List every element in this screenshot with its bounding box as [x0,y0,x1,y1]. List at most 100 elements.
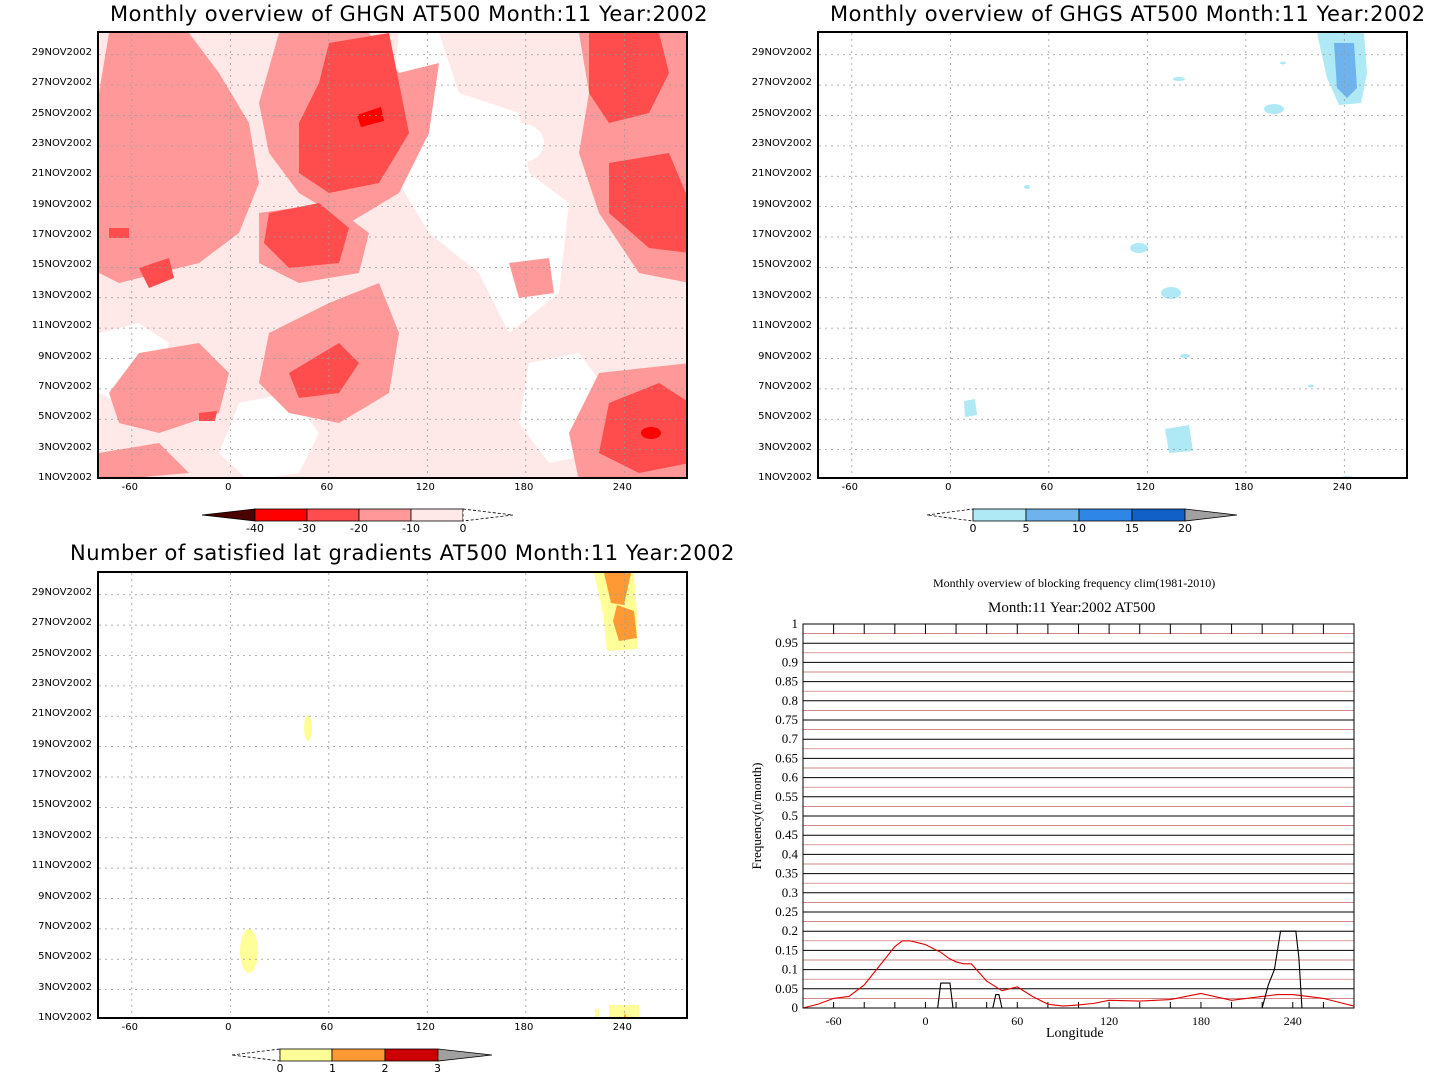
lat-colorbar-label: 1 [329,1062,336,1075]
ghgn-xtick-label: 180 [514,482,534,493]
freq-xlabel: Longitude [1046,1026,1104,1041]
freq-ytick-label: 0.5 [782,808,798,823]
lat-ytick-label: 7NOV2002 [38,920,92,932]
ghgs-title: Monthly overview of GHGS AT500 Month:11 … [830,2,1426,26]
freq-ytick-label: 0.1 [782,962,798,977]
ghgs-colorbar-label: 5 [1022,522,1030,535]
ghgs-colorbar-label: 20 [1178,522,1192,535]
lat-xtick-label: -60 [121,1022,138,1033]
lat-ytick-label: 1NOV2002 [38,1012,92,1023]
ghgn-colorbar-label: -10 [402,522,420,535]
freq-ytick-label: 0.9 [782,654,798,669]
ghgn-colorbar-label: -30 [298,522,316,535]
ghgs-xtick-label: -60 [841,482,858,493]
freq-ylabel: Frequency(n/month) [749,762,764,870]
ghgn-colorbar-label: 0 [459,522,467,535]
lat-ytick-label: 21NOV2002 [31,708,92,720]
ghgs-ytick-label: 3NOV2002 [758,441,812,453]
freq-title: Monthly overview of blocking frequency c… [933,576,1216,590]
lat-xtick-label: 60 [320,1022,334,1033]
freq-ytick-label: 0.35 [775,866,798,881]
ghgn-colorbar [201,508,514,522]
ghgs-plot-area [817,31,1408,479]
ghgn-xtick-label: 60 [320,482,334,493]
ghgn-ytick-label: 21NOV2002 [31,168,92,180]
lat-ytick-label: 11NOV2002 [31,860,92,872]
ghgs-ytick-label: 15NOV2002 [751,259,812,271]
lat-ytick-label: 25NOV2002 [31,647,92,659]
ghgn-xtick-label: 0 [225,482,232,493]
ghgn-ytick-label: 7NOV2002 [38,380,92,392]
ghgn-plot-area [97,31,688,479]
ghgn-ytick-label: 11NOV2002 [31,320,92,332]
lat-ytick-label: 3NOV2002 [38,981,92,993]
ghgs-ytick-label: 11NOV2002 [751,320,812,332]
lat-gridlines [99,573,686,1017]
ghgs-ytick-label: 17NOV2002 [751,229,812,241]
freq-ytick-label: 0.6 [782,770,799,785]
ghgn-ytick-label: 15NOV2002 [31,259,92,271]
lat-ytick-label: 5NOV2002 [38,951,92,963]
ghgn-ytick-label: 23NOV2002 [31,137,92,149]
freq-ytick-label: 0 [792,1000,799,1015]
freq-chart: 0 0.05 0.1 0.15 0.2 0.25 0.3 0.35 0.4 0.45 0.5 0.55… [775,616,1355,1028]
lat-xtick-label: 180 [514,1022,534,1033]
ghgs-colorbar-label: 10 [1072,522,1086,535]
ghgs-xtick-label: 240 [1332,482,1352,493]
lat-ytick-label: 23NOV2002 [31,677,92,689]
ghgn-contours [99,33,686,477]
ghgs-ytick-label: 27NOV2002 [751,77,812,89]
freq-ytick-label: 0.95 [775,635,798,650]
lat-ytick-label: 13NOV2002 [31,829,92,841]
ghgs-ytick-label: 29NOV2002 [751,46,812,58]
ghgs-ytick-label: 25NOV2002 [751,107,812,119]
freq-ytick-label: 0.2 [782,923,798,938]
ghgs-ytick-label: 23NOV2002 [751,137,812,149]
lat-ytick-label: 27NOV2002 [31,617,92,629]
freq-ytick-label: 0.85 [775,674,798,689]
freq-ytick-label: 0.15 [775,942,798,957]
ghgs-xtick-label: 60 [1040,482,1054,493]
ghgn-xtick-label: -60 [121,482,138,493]
ghgn-gridlines [99,33,686,477]
freq-xtick-label: 120 [1100,1014,1118,1028]
freq-xtick-label: 180 [1192,1014,1210,1028]
ghgs-colorbar-label: 15 [1125,522,1139,535]
freq-ytick-label: 0.3 [782,885,798,900]
ghgn-ytick-label: 5NOV2002 [38,411,92,423]
ghgn-ytick-label: 19NOV2002 [31,198,92,210]
ghgs-colorbar [926,508,1238,522]
ghgn-ytick-label: 25NOV2002 [31,107,92,119]
ghgs-ytick-label: 9NOV2002 [758,350,812,362]
ghgn-ytick-label: 13NOV2002 [31,289,92,301]
lat-colorbar-label: 0 [276,1062,284,1075]
freq-ytick-label: 0.55 [775,789,798,804]
ghgs-ytick-label: 21NOV2002 [751,168,812,180]
ghgn-ytick-label: 1NOV2002 [38,472,92,483]
freq-ytick-label: 1 [792,616,799,631]
lat-colorbar-label: 2 [381,1062,389,1075]
ghgs-xtick-label: 0 [945,482,952,493]
ghgn-xtick-label: 240 [612,482,632,493]
freq-xtick-label: 0 [922,1014,928,1028]
lat-xtick-label: 120 [415,1022,435,1033]
ghgs-ytick-label: 1NOV2002 [758,472,812,483]
ghgn-xtick-label: 120 [415,482,435,493]
ghgn-colorbar-label: -40 [246,522,264,535]
freq-xtick-label: 60 [1011,1014,1023,1028]
ghgs-gridlines [819,33,1406,477]
lat-xtick-label: 240 [612,1022,632,1033]
freq-subtitle: Month:11 Year:2002 AT500 [988,600,1156,616]
freq-xtick-label: 240 [1284,1014,1302,1028]
ghgs-contours [964,33,1367,477]
lat-ytick-label: 9NOV2002 [38,890,92,902]
ghgn-ytick-label: 17NOV2002 [31,229,92,241]
freq-ytick-label: 0.8 [782,693,798,708]
freq-ytick-label: 0.75 [775,712,798,727]
ghgs-xtick-label: 180 [1234,482,1254,493]
freq-ytick-label: 0.45 [775,827,798,842]
ghgs-ytick-label: 5NOV2002 [758,411,812,423]
freq-xtick-label: -60 [826,1014,842,1028]
ghgn-colorbar-label: -20 [350,522,368,535]
lat-xtick-label: 0 [225,1022,232,1033]
